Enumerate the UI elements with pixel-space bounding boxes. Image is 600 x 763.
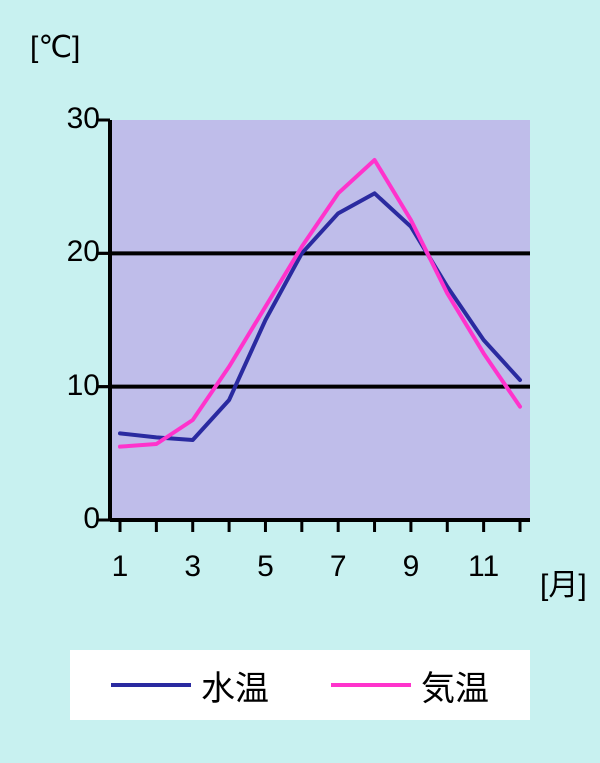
x-axis-unit: [月] — [540, 560, 587, 604]
chart-container: [℃] 0 10 20 30 13579 11 [月] 水温 気温 — [0, 0, 600, 763]
x-tick-label: 9 — [391, 550, 431, 584]
y-tick-label: 0 — [40, 502, 100, 536]
legend-item-air-temp: 気温 — [331, 661, 489, 710]
legend-label-air-temp: 気温 — [421, 661, 489, 710]
x-tick-label: 1 — [100, 550, 140, 584]
x-tick-label: 11 — [464, 550, 504, 584]
legend-swatch-air-temp — [331, 683, 411, 687]
legend: 水温 気温 — [70, 650, 530, 720]
legend-label-water-temp: 水温 — [201, 661, 269, 710]
x-tick-label: 3 — [173, 550, 213, 584]
x-tick-label: 5 — [245, 550, 285, 584]
x-tick-label: 7 — [318, 550, 358, 584]
legend-swatch-water-temp — [111, 683, 191, 687]
y-tick-label: 10 — [40, 369, 100, 403]
legend-item-water-temp: 水温 — [111, 661, 269, 710]
chart-svg — [110, 120, 530, 520]
y-tick-label: 30 — [40, 102, 100, 136]
y-tick-label: 20 — [40, 235, 100, 269]
plot-area — [110, 120, 530, 520]
y-axis-unit: [℃] — [30, 30, 80, 65]
